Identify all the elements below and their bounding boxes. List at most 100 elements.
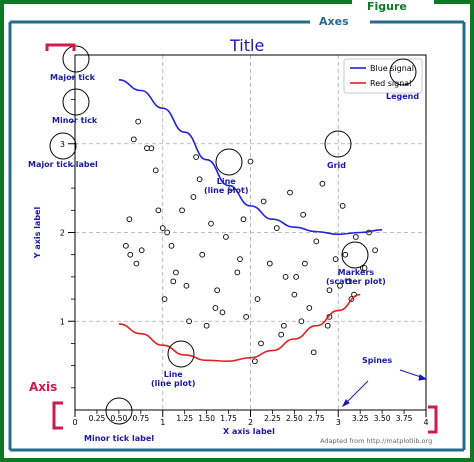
scatter-marker <box>310 349 317 356</box>
scatter-marker <box>173 269 179 276</box>
x-major-tick-label: 3 <box>336 418 341 427</box>
x-major-tick-label: 0 <box>72 418 77 427</box>
scatter-marker <box>219 309 226 316</box>
y-major-tick-label: 1 <box>60 317 65 326</box>
tick-labels: 0 1 2 3 4 0.25 0.50 0.75 1.25 1.50 1.75 2.25 2.50 2.7… <box>60 140 429 427</box>
scatter-marker <box>193 154 199 160</box>
scatter-marker <box>372 247 378 254</box>
scatter-marker <box>332 256 339 262</box>
scatter-marker <box>287 189 293 196</box>
bracket-bottom-right <box>428 405 438 434</box>
scatter-marker <box>326 287 333 294</box>
scatter-marker <box>123 242 129 249</box>
scatter-marker <box>223 234 229 240</box>
scatter-marker <box>306 305 313 311</box>
red-signal-line <box>118 293 361 362</box>
figure-label: Figure <box>367 0 407 13</box>
x-minor-tick-label: 2.25 <box>264 414 281 423</box>
scatter-marker <box>252 358 258 365</box>
scatter-marker <box>282 274 289 280</box>
scatter-marker <box>203 322 210 329</box>
scatter-marker <box>278 331 285 338</box>
x-major-tick-label: 1 <box>160 418 165 427</box>
scatter-marker <box>234 269 241 276</box>
scatter-marker <box>352 234 359 240</box>
scatter-marker <box>258 340 264 347</box>
legend-text-red: Red signal <box>370 79 411 88</box>
x-major-tick-label: 4 <box>423 418 428 427</box>
scatter-marker <box>138 247 145 254</box>
x-minor-tick-label: 0.75 <box>132 414 149 423</box>
scatter-marker <box>243 313 249 320</box>
scatter-marker <box>183 282 190 289</box>
annotation-circles <box>49 45 417 425</box>
y-axis-label: Y axis label <box>33 206 43 259</box>
scatter-marker <box>164 229 170 236</box>
note-line-bottom: Line (line plot) <box>151 370 196 388</box>
x-axis-label: X axis label <box>223 427 275 436</box>
note-line-top: Line (line plot) <box>204 177 249 195</box>
note-major-tick: Major tick <box>50 73 95 82</box>
scatter-marker <box>298 318 305 325</box>
x-minor-tick-label: 3.50 <box>374 414 391 423</box>
scatter-marker <box>161 296 168 302</box>
note-minor-tick: Minor tick <box>52 116 98 125</box>
note-spines: Spines <box>362 356 393 365</box>
scatter-marker <box>313 238 320 245</box>
y-major-tick-label: 2 <box>60 229 65 238</box>
note-legend: Legend <box>386 92 420 101</box>
scatter-marker <box>319 180 326 187</box>
scatter-markers <box>123 118 378 365</box>
spines-arrows <box>341 369 428 408</box>
x-minor-tick-label: 3.75 <box>396 414 413 423</box>
circle-grid <box>324 130 352 158</box>
legend-text-blue: Blue signal <box>370 64 414 73</box>
scatter-marker <box>196 176 203 183</box>
scatter-marker <box>155 207 162 214</box>
circle-major-tick-label <box>49 132 77 160</box>
scatter-marker <box>260 198 267 205</box>
scatter-marker <box>337 282 343 289</box>
scatter-marker <box>266 260 273 267</box>
blue-signal-line <box>118 79 383 236</box>
chart-title: Title <box>230 36 265 55</box>
note-grid: Grid <box>327 161 346 170</box>
scatter-marker <box>133 260 140 267</box>
scatter-marker <box>127 251 134 258</box>
scatter-marker <box>293 274 299 280</box>
y-major-tick-label: 3 <box>60 140 65 149</box>
bracket-top-left <box>45 43 76 51</box>
x-minor-tick-label: 1.75 <box>220 414 237 423</box>
scatter-marker <box>159 225 166 231</box>
scatter-marker <box>240 216 247 223</box>
scatter-marker <box>135 118 142 125</box>
scatter-marker <box>126 216 133 223</box>
scatter-marker <box>254 296 261 302</box>
x-minor-tick-label: 1.50 <box>198 414 215 423</box>
scatter-marker <box>179 207 185 214</box>
legend: Blue signal Red signal <box>343 58 423 94</box>
x-minor-tick-label: 2.50 <box>286 414 303 423</box>
x-minor-tick-label: 1.25 <box>176 414 193 423</box>
lines <box>118 79 383 362</box>
scatter-marker <box>339 203 346 209</box>
scatter-marker <box>273 225 280 231</box>
circle-minor-tick-label <box>105 397 133 425</box>
scatter-marker <box>190 194 197 200</box>
scatter-marker <box>168 242 175 249</box>
scatter-marker <box>342 251 349 258</box>
scatter-marker <box>280 322 287 329</box>
credit-text: Adapted from http://matplotlib.org <box>320 437 433 445</box>
scatter-marker <box>361 265 368 271</box>
x-minor-tick-label: 3.25 <box>352 414 369 423</box>
bracket-bottom-left <box>52 401 63 430</box>
scatter-marker <box>212 305 219 311</box>
scatter-marker <box>345 278 352 285</box>
scatter-marker <box>247 158 254 165</box>
scatter-marker <box>170 278 177 285</box>
note-major-tick-label: Major tick label <box>28 160 98 169</box>
scatter-marker <box>152 167 159 174</box>
axis-brackets <box>45 43 438 434</box>
